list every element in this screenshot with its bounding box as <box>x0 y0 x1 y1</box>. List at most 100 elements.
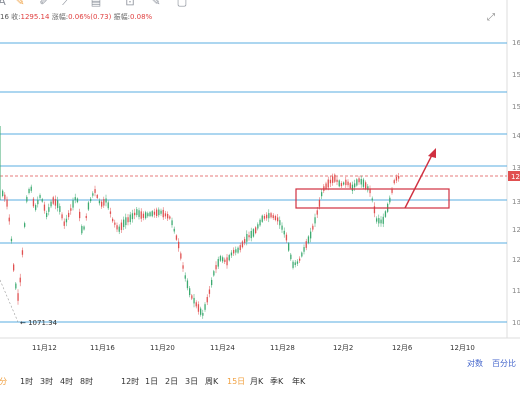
candle-body <box>252 229 255 237</box>
candle-body <box>92 193 94 196</box>
timeframe-month[interactable]: 月K <box>250 377 264 386</box>
candle-body <box>312 225 314 230</box>
label-icon[interactable]: A <box>0 0 6 8</box>
pen-icon[interactable]: ✐ <box>39 0 49 8</box>
lock-icon[interactable]: ⊡ <box>125 0 135 8</box>
candle-body <box>46 213 48 217</box>
timeframe-week[interactable]: 周K <box>205 377 219 386</box>
candle-body <box>310 231 312 239</box>
candle-body <box>230 252 233 256</box>
candle-body <box>24 223 26 227</box>
candle-body <box>39 195 41 198</box>
percent-scale-button[interactable]: 百分比 <box>492 359 516 368</box>
candle-body <box>26 196 28 202</box>
candle-body <box>261 215 263 222</box>
timeframe-3h[interactable]: 3时 <box>40 377 54 386</box>
candle-body <box>138 210 140 217</box>
edit-icon[interactable]: ✎ <box>151 0 161 8</box>
candle-body <box>35 205 37 210</box>
candle-body <box>329 179 332 184</box>
candle-body <box>215 265 217 270</box>
candle-body <box>79 211 81 219</box>
candle-body <box>219 256 222 261</box>
candle-body <box>32 198 35 207</box>
candle-body <box>127 217 129 223</box>
timeframe-12h[interactable]: 12时 <box>121 377 140 386</box>
ruler-icon[interactable]: ⟋ <box>62 0 70 8</box>
timeframe-5m[interactable]: 5分 <box>0 377 8 386</box>
candle-body <box>301 252 303 257</box>
time-tick: 11月16 <box>90 344 115 352</box>
expand-icon[interactable]: ⤢ <box>487 12 495 23</box>
timeframe-quarter[interactable]: 季K <box>270 377 284 386</box>
timeframe-2d[interactable]: 2日 <box>165 377 179 386</box>
candle-body <box>59 206 61 212</box>
candle-body <box>257 224 259 229</box>
price-axis: 16 15 15 14 13 13 12 12 11 10 <box>512 39 520 327</box>
amplitude-value: 0.08% <box>129 13 153 21</box>
candle-body <box>345 179 347 186</box>
price-tick: 13 <box>512 164 520 172</box>
candle-body <box>94 189 96 193</box>
current-price-tag <box>508 171 520 181</box>
timeframe-year[interactable]: 年K <box>292 377 306 386</box>
candle-body <box>180 253 182 259</box>
candle-body <box>380 219 382 224</box>
layers-icon[interactable]: ▤ <box>90 0 102 8</box>
candle-body <box>360 178 362 185</box>
price-tick: 14 <box>512 132 520 140</box>
candle-body <box>239 245 241 251</box>
candle-body <box>68 212 70 218</box>
candle-body <box>120 222 123 230</box>
log-scale-button[interactable]: 对数 <box>467 359 483 368</box>
timeframe-1h[interactable]: 1时 <box>20 377 34 386</box>
candle-body <box>169 216 171 219</box>
candle-body <box>365 182 367 189</box>
arrow-head-icon <box>428 148 436 158</box>
candle-body <box>167 213 169 219</box>
candle-body <box>378 218 380 224</box>
candle-body <box>208 289 211 294</box>
price-tick: 12 <box>512 256 520 264</box>
candle-body <box>41 199 43 202</box>
brush-icon[interactable]: ✎ <box>15 0 25 8</box>
consolidation-box[interactable] <box>295 188 450 209</box>
timeframe-3d[interactable]: 3日 <box>185 377 199 386</box>
timeframe-4h[interactable]: 4时 <box>60 377 74 386</box>
current-price-tag-text: 12 <box>511 173 520 181</box>
amplitude-label: 振幅: <box>113 13 130 21</box>
candle-body <box>129 214 131 223</box>
time-tick: 12月10 <box>450 344 475 352</box>
candle-body <box>288 243 290 251</box>
candle-body <box>305 241 307 248</box>
edit-icon[interactable]: ▢ <box>176 0 188 8</box>
candle-body <box>19 277 21 283</box>
candle-body <box>96 195 98 198</box>
breakout-arrow[interactable] <box>404 154 433 209</box>
candle-body <box>332 176 334 183</box>
candle-body <box>114 222 116 225</box>
candle-body <box>369 189 371 194</box>
time-axis: 11月12 11月16 11月20 11月24 11月28 12月2 12月6 … <box>32 344 475 352</box>
time-tick: 11月28 <box>270 344 295 352</box>
candle-body <box>398 176 400 179</box>
candle-body <box>358 178 360 183</box>
candle-body <box>235 249 237 253</box>
price-chart[interactable]: ← 1071.34 16 15 15 14 13 13 12 12 11 10 … <box>0 0 520 356</box>
candle-body <box>354 183 356 188</box>
candle-body <box>367 186 369 191</box>
time-tick: 11月20 <box>150 344 175 352</box>
price-tick: 11 <box>512 287 520 295</box>
candle-body <box>211 279 213 286</box>
candle-body <box>140 211 142 219</box>
candle-body <box>178 241 180 249</box>
candle-body <box>325 183 327 189</box>
timeframe-1d[interactable]: 1日 <box>145 377 159 386</box>
candle-body <box>116 225 118 230</box>
timeframe-8h[interactable]: 8时 <box>80 377 94 386</box>
timeframe-15d[interactable]: 15日 <box>227 377 246 386</box>
candle-body <box>233 249 235 254</box>
candle-body <box>351 184 354 191</box>
candle-body <box>153 211 156 215</box>
candle-body <box>13 264 15 271</box>
